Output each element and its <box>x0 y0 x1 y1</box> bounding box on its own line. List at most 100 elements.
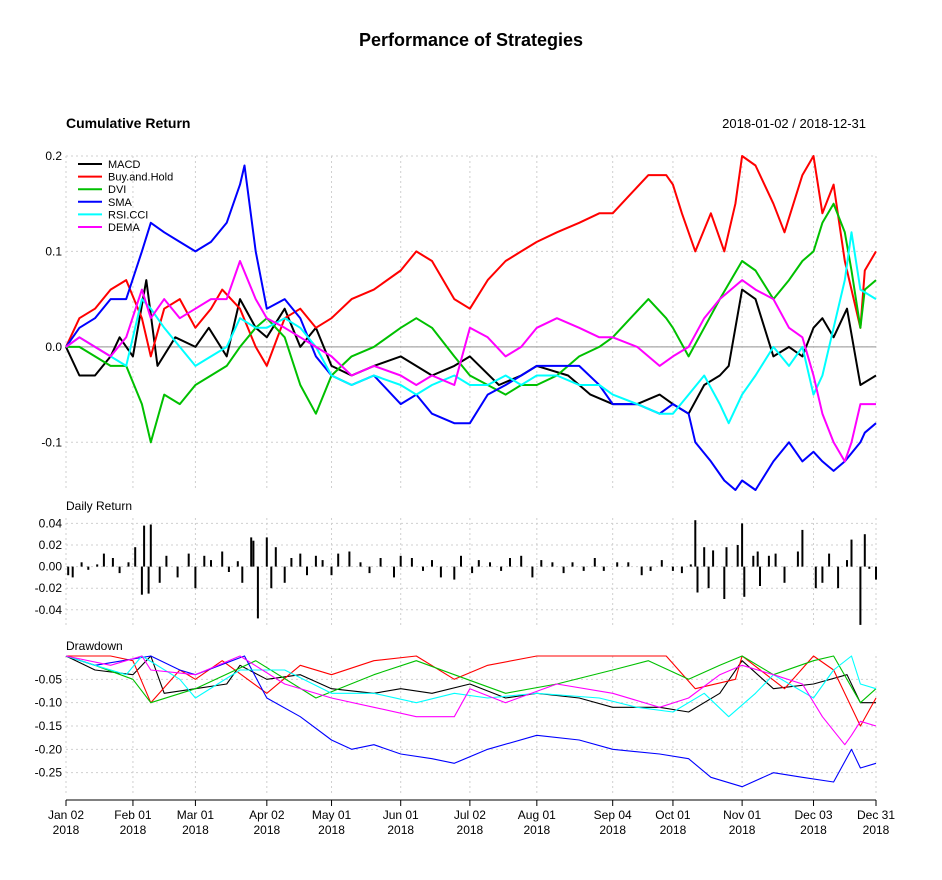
x-tick-year: 2018 <box>182 823 209 837</box>
daily-return-bar <box>67 566 70 576</box>
daily-return-bar <box>796 551 799 567</box>
daily-return-bar <box>821 566 824 583</box>
daily-return-title: Daily Return <box>66 499 132 513</box>
x-tick-year: 2018 <box>863 823 890 837</box>
daily-return-bar <box>143 525 146 567</box>
daily-return-bar <box>176 566 179 578</box>
drawdown-line-dvi <box>65 655 877 704</box>
daily-grid <box>65 518 877 626</box>
daily-return-bar <box>756 551 759 567</box>
daily-return-bar <box>571 562 574 567</box>
daily-return-bar <box>111 558 114 567</box>
daily-return-bar <box>221 551 224 567</box>
x-tick-label: Aug 01 <box>518 808 556 822</box>
x-tick-label: Sep 04 <box>594 808 632 822</box>
x-tick-label: Mar 01 <box>177 808 215 822</box>
cumulative-line-macd <box>65 279 877 415</box>
drawdown-series <box>65 655 877 788</box>
daily-return-bar <box>393 566 395 578</box>
drawdown-line-macd <box>65 655 876 713</box>
daily-return-bar <box>703 547 706 567</box>
daily-return-bar <box>165 555 168 567</box>
daily-return-panel: Daily Return -0.04 -0.02 0.00 0.02 0.04 <box>35 499 877 626</box>
legend-label-sma: SMA <box>108 197 133 209</box>
daily-return-bar <box>707 566 710 589</box>
daily-return-bar <box>87 566 90 570</box>
date-range-label: 2018-01-02 / 2018-12-31 <box>722 116 866 131</box>
x-tick-year: 2018 <box>53 823 80 837</box>
daily-return-bar <box>410 558 413 567</box>
cumulative-line-sma <box>65 164 877 491</box>
x-tick-year: 2018 <box>660 823 687 837</box>
daily-return-bar <box>439 566 442 578</box>
daily-return-bar <box>256 566 259 619</box>
daily-return-bar <box>696 566 699 593</box>
daily-return-bar <box>868 566 871 569</box>
daily-return-bar <box>283 566 286 583</box>
daily-return-bar <box>227 566 230 572</box>
daily-y-tick-label: -0.04 <box>35 603 63 617</box>
daily-return-bar <box>752 555 755 567</box>
legend-label-buy-and-hold: Buy.and.Hold <box>108 172 173 184</box>
daily-return-bar <box>509 558 511 567</box>
cumulative-y-tick-label: 0.0 <box>45 340 62 354</box>
x-tick-year: 2018 <box>457 823 484 837</box>
daily-y-tick-label: 0.04 <box>39 516 63 530</box>
x-tick-label: Jun 01 <box>383 808 419 822</box>
x-tick-year: 2018 <box>387 823 414 837</box>
cumulative-y-tick-label: 0.2 <box>45 149 62 163</box>
daily-return-bar <box>551 562 554 567</box>
daily-return-bar <box>236 561 239 567</box>
drawdown-grid <box>65 656 877 796</box>
x-tick-label: May 01 <box>312 808 352 822</box>
daily-return-bar <box>379 558 382 567</box>
legend-label-rsi-cci: RSI.CCI <box>108 209 148 221</box>
daily-return-bar <box>147 566 150 594</box>
daily-y-tick-label: 0.02 <box>39 538 63 552</box>
daily-return-bar <box>602 566 605 571</box>
drawdown-line-dema <box>65 655 877 746</box>
daily-return-bar <box>660 560 663 567</box>
daily-y-tick-label: 0.00 <box>39 560 63 574</box>
daily-return-bar <box>694 520 697 567</box>
x-tick-label: Dec 03 <box>795 808 833 822</box>
daily-return-bar <box>321 560 324 567</box>
daily-return-bar <box>274 547 277 567</box>
drawdown-title: Drawdown <box>66 639 123 653</box>
cumulative-line-dvi <box>66 202 877 444</box>
daily-return-bar <box>399 555 402 567</box>
daily-return-bar <box>627 562 630 567</box>
drawdown-y-tick-label: -0.15 <box>35 719 63 733</box>
daily-return-bar <box>158 566 161 583</box>
drawdown-y-axis: -0.25 -0.20 -0.15 -0.10 -0.05 <box>35 672 63 779</box>
daily-return-bar <box>348 551 351 567</box>
daily-return-bar <box>540 560 543 567</box>
daily-return-bar <box>520 555 523 567</box>
cumulative-y-tick-label: -0.1 <box>41 435 62 449</box>
daily-return-bar <box>489 562 491 567</box>
cumulative-return-title: Cumulative Return <box>66 115 190 131</box>
daily-return-bar <box>725 547 728 567</box>
daily-return-bar <box>422 566 424 571</box>
daily-return-bar <box>96 564 99 567</box>
daily-return-bar <box>593 558 596 567</box>
daily-return-bar <box>359 562 362 567</box>
drawdown-y-tick-label: -0.05 <box>35 672 63 686</box>
daily-return-bar <box>194 566 197 589</box>
x-tick-label: Dec 31 <box>857 808 895 822</box>
daily-return-bar <box>453 566 456 580</box>
drawdown-line-rsi-cci <box>65 655 877 718</box>
daily-return-bar <box>477 560 480 567</box>
x-tick-label: Nov 01 <box>723 808 761 822</box>
daily-return-bar <box>712 550 715 567</box>
daily-return-bar <box>863 534 866 567</box>
daily-return-bar <box>562 566 565 574</box>
daily-return-bar <box>846 560 848 567</box>
daily-return-bar <box>431 560 433 567</box>
x-tick-label: Jan 02 <box>48 808 84 822</box>
cumulative-series <box>65 155 877 491</box>
daily-return-bar <box>859 566 862 625</box>
